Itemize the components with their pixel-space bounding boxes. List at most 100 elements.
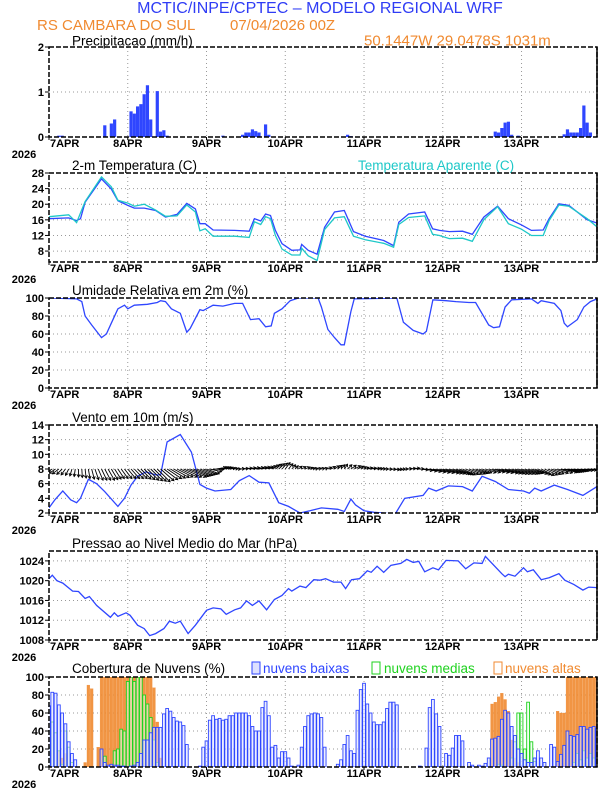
nuvens-baixas-bar — [394, 704, 399, 767]
wind-vector-head — [353, 464, 357, 469]
wind-vector — [133, 468, 144, 479]
wind-vector — [488, 468, 501, 473]
nuvens-baixas-bar — [358, 689, 363, 767]
nuvens-baixas-bar — [253, 730, 258, 767]
wind-vector — [114, 468, 122, 480]
wind-vector — [156, 468, 171, 483]
precip-bar — [244, 132, 248, 137]
nuvens-baixas-bar — [257, 730, 261, 767]
x-tick-label: 13APR — [504, 514, 540, 526]
nuvens-altas-bar — [592, 677, 596, 767]
y-tick-label: 10 — [32, 449, 44, 461]
nuvens-medias-bar — [519, 712, 524, 767]
nuvens-baixas-bar — [142, 739, 147, 767]
nuvens-baixas-bar — [145, 739, 150, 767]
wind-vector — [137, 468, 148, 479]
cloud-marks — [49, 677, 597, 767]
nuvens-baixas-bar — [66, 741, 71, 767]
wind-vector — [343, 463, 348, 470]
y-tick-label: 20 — [32, 199, 44, 211]
wind-vector — [268, 465, 277, 470]
wind-vector — [472, 468, 486, 475]
nuvens-altas-bar — [119, 677, 123, 767]
wind-vector — [252, 467, 260, 470]
wind-vector-head — [186, 474, 190, 479]
wind-vector — [258, 466, 268, 470]
wind-vector-head — [170, 477, 175, 482]
precip-bar — [506, 121, 511, 137]
nuvens-medias-bar — [135, 677, 140, 767]
nuvens-baixas-bar — [503, 709, 507, 767]
y-tick-label: 20 — [32, 744, 44, 756]
x-tick-label: 8APR — [113, 263, 142, 275]
wind-vector-head — [218, 469, 223, 474]
nuvens-medias-bar — [145, 703, 150, 767]
x-tick-label: 12APR — [425, 263, 461, 275]
x-tick-label: 13APR — [504, 389, 540, 401]
wind-vector-head — [87, 475, 92, 480]
nuvens-baixas-bar — [270, 746, 274, 767]
x-tick-label: 7APR — [50, 514, 79, 526]
wind-vector — [56, 468, 63, 475]
nuvens-baixas-bar — [165, 708, 169, 767]
precip-bar — [588, 132, 593, 137]
precip-bar — [582, 105, 586, 137]
precip-bar — [132, 113, 136, 137]
nuvens-baixas-bar — [477, 764, 481, 767]
y-tick-label: 6 — [38, 479, 44, 491]
wind-vector-head — [83, 475, 88, 479]
wind-vector — [481, 468, 492, 474]
nuvens-altas-bar — [113, 677, 117, 767]
nuvens-baixas-bar — [470, 764, 475, 767]
wind-vector — [140, 468, 152, 480]
wind-vector — [130, 468, 140, 479]
nuvens-medias-bar — [102, 755, 107, 767]
wind-vector-head — [64, 472, 69, 477]
x-tick-label: 12APR — [425, 641, 461, 653]
nuvens-baixas-bar — [342, 744, 347, 767]
nuvens-baixas-bar — [50, 691, 55, 767]
wind-vector — [147, 468, 159, 481]
nuvens-altas-bar — [106, 677, 110, 767]
x-tick-label: 11APR — [347, 263, 382, 275]
nuvens-altas-bar — [579, 677, 583, 767]
wind-vector-head — [292, 464, 297, 468]
nuvens-altas-bar — [90, 688, 94, 767]
nuvens-altas-bar — [588, 677, 592, 767]
y-tick-label: 100 — [26, 672, 44, 684]
y-tick-label: 20 — [32, 365, 44, 377]
wind-vector — [104, 468, 112, 481]
precip-bar — [145, 85, 150, 137]
nuvens-baixas-bar — [499, 718, 504, 767]
nuvens-baixas-bar — [562, 744, 567, 767]
nuvens-medias-bar — [122, 730, 127, 767]
precip-bar — [162, 130, 166, 137]
wind-vector — [173, 468, 190, 478]
wind-vector — [442, 468, 459, 474]
nuvens-baixas-bar — [486, 757, 491, 767]
wind-vector — [426, 468, 438, 472]
wind-vector-head — [348, 464, 353, 468]
wind-vector — [170, 468, 186, 479]
nuvens-baixas-bar — [372, 721, 376, 767]
wind-vector — [186, 468, 207, 478]
wind-vector-head — [140, 475, 144, 480]
nuvens-baixas-bar — [296, 764, 301, 767]
nuvens-baixas-bar — [559, 753, 563, 767]
wind-vector — [596, 469, 597, 470]
wind-vector — [226, 466, 233, 470]
wind-vector — [150, 468, 163, 482]
precip-marks — [57, 85, 593, 137]
y-tick-label: 28 — [32, 168, 44, 180]
pressure-panel: 1008 1012 1016 1020 1024 7APR 8APR 9APR 10APR 11A… — [12, 550, 598, 664]
wind-vector — [593, 468, 597, 470]
wind-vector — [462, 468, 476, 476]
x-tick-label: 9APR — [192, 138, 221, 150]
nuvens-baixas-bar — [496, 735, 501, 767]
wind-vector-head — [560, 471, 565, 475]
precip-bar — [142, 94, 146, 137]
wind-vector-head — [132, 475, 137, 480]
nuvens-medias-bar — [119, 728, 124, 767]
x-tick-label: 10APR — [268, 768, 304, 780]
